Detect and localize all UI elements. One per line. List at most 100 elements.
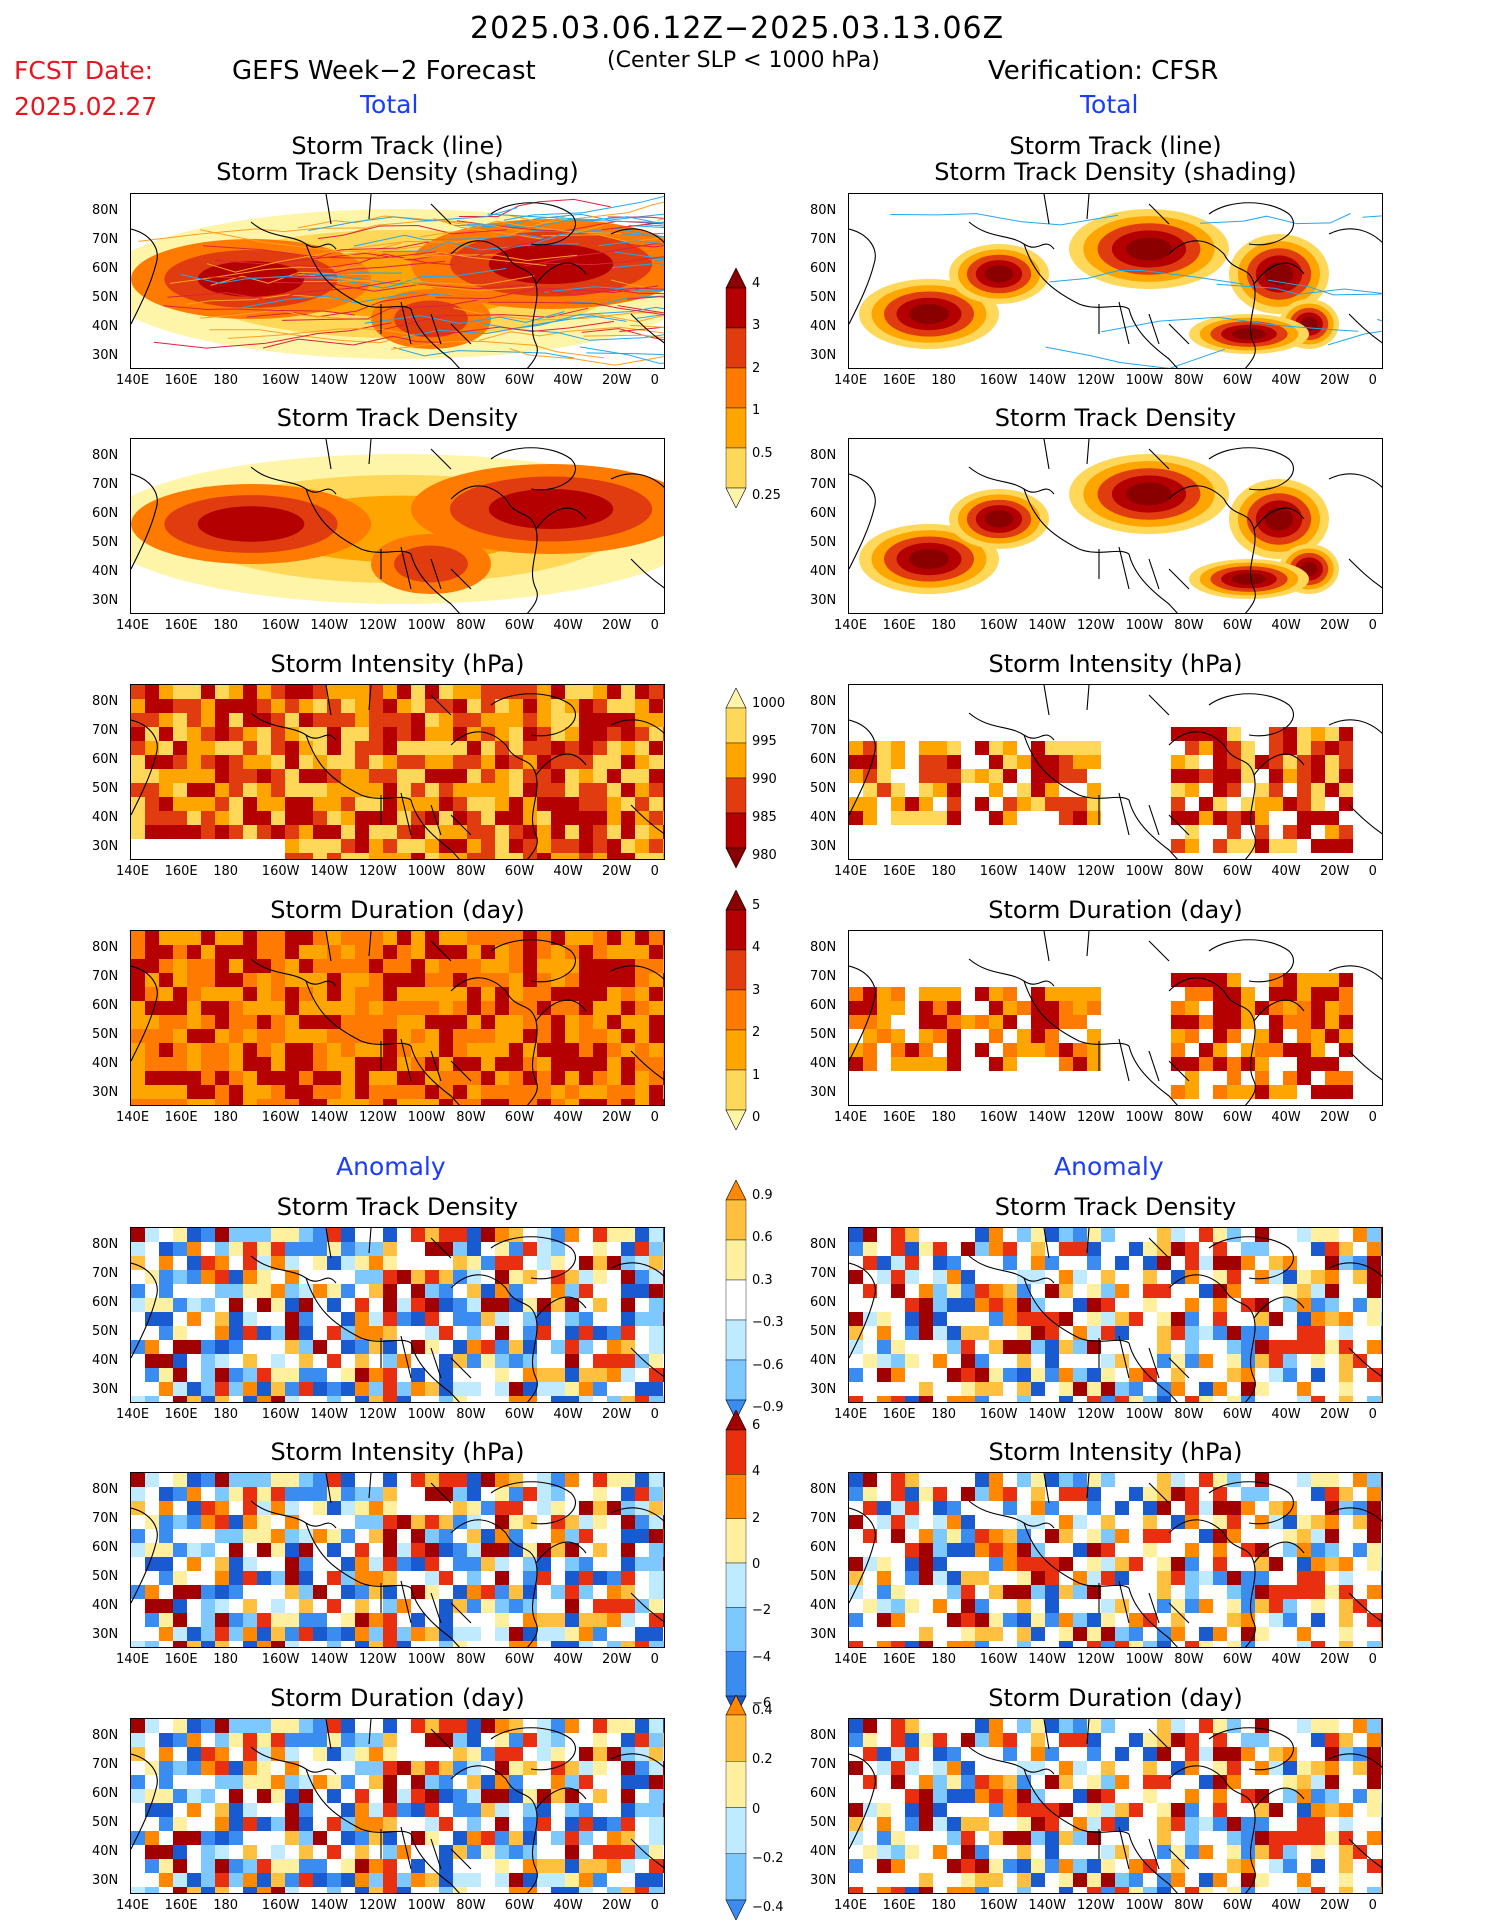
colorbar-density-anom [724, 1179, 748, 1424]
lat-tick-label: 60N [810, 261, 837, 276]
lon-tick-label: 120W [1077, 1407, 1115, 1422]
lon-tick-label: 80W [456, 1407, 486, 1422]
map-field [131, 931, 664, 1105]
colorbar-tick-label: 0.3 [752, 1272, 773, 1288]
colorbar-tick-label: −0.9 [752, 1400, 784, 1415]
lon-tick-label: 40W [1271, 1652, 1301, 1667]
lat-tick-label: 30N [92, 1085, 119, 1100]
colorbar-tick-label: 980 [752, 848, 777, 863]
panel-title-density: Storm Track Density [994, 404, 1237, 432]
colorbar-tick-label: 985 [752, 810, 777, 825]
lon-tick-label: 0 [650, 1407, 659, 1422]
lon-tick-label: 20W [602, 1898, 632, 1913]
colorbar-tick-label: 0.25 [752, 488, 781, 503]
lat-tick-label: 30N [810, 1085, 837, 1100]
lon-tick-label: 60W [1222, 1407, 1253, 1422]
lat-tick-label: 40N [92, 1598, 119, 1613]
lat-tick-label: 70N [810, 477, 837, 492]
lon-tick-label: 120W [1077, 618, 1115, 633]
lat-tick-label: 30N [92, 1627, 119, 1642]
lon-tick-label: 0 [1368, 1898, 1377, 1913]
panel-title-intensity: Storm Intensity (hPa) [988, 1438, 1243, 1466]
lat-tick-label: 80N [92, 448, 119, 463]
map-field [131, 685, 664, 859]
lon-tick-label: 20W [602, 618, 632, 633]
lon-tick-label: 160W [261, 1407, 300, 1422]
map-panel-intensity-verification [848, 684, 1383, 860]
colorbar-tick-label: −0.6 [752, 1357, 784, 1373]
lat-tick-label: 60N [92, 261, 119, 276]
lon-tick-label: 20W [1320, 373, 1350, 388]
lon-tick-label: 140E [116, 1110, 150, 1125]
panel-title-duration: Storm Duration (day) [988, 1684, 1243, 1712]
lon-tick-label: 140W [310, 618, 349, 633]
lon-tick-label: 160E [882, 864, 916, 879]
lat-tick-label: 80N [810, 1237, 837, 1252]
colorbar-tick-label: 1 [752, 1067, 761, 1083]
lat-tick-label: 40N [810, 1598, 837, 1613]
lat-tick-label: 50N [92, 1324, 119, 1339]
lon-tick-label: 20W [602, 1407, 632, 1422]
lon-tick-label: 20W [602, 1110, 632, 1125]
colorbar-tick-label: 990 [752, 772, 777, 787]
map-field [849, 931, 1382, 1105]
map-panel-density-forecast [130, 438, 665, 614]
colorbar-tick-label: −6 [752, 1696, 772, 1711]
lon-tick-label: 100W [1125, 864, 1164, 879]
map-panel-track-forecast [130, 193, 665, 369]
colorbar-tick-label: 995 [752, 734, 777, 749]
lon-tick-label: 80W [456, 864, 486, 879]
lon-tick-label: 40W [1271, 864, 1301, 879]
lon-tick-label: 80W [1174, 1407, 1204, 1422]
lon-tick-label: 0 [650, 1652, 659, 1667]
lon-tick-label: 180 [931, 1110, 957, 1125]
lon-tick-label: 80W [1174, 1110, 1204, 1125]
lon-tick-label: 140W [1028, 1652, 1067, 1667]
lon-tick-label: 20W [1320, 1110, 1350, 1125]
colorbar-tick-label: −4 [752, 1649, 772, 1665]
lon-tick-label: 140W [310, 864, 349, 879]
lon-tick-label: 140E [834, 1898, 868, 1913]
lon-tick-label: 100W [407, 1407, 446, 1422]
lon-tick-label: 180 [931, 618, 957, 633]
colorbar-intensity [724, 687, 748, 872]
lon-tick-label: 160W [261, 1110, 300, 1125]
colorbar-tick-label: 5 [752, 898, 761, 913]
lon-tick-label: 120W [359, 1652, 397, 1667]
lat-tick-label: 70N [92, 232, 119, 247]
lat-tick-label: 70N [92, 1757, 119, 1772]
total-label-right: Total [1080, 90, 1139, 119]
lon-tick-label: 140E [116, 373, 150, 388]
lat-tick-label: 40N [92, 319, 119, 334]
map-panel-ianom-forecast [130, 1472, 665, 1648]
lat-tick-label: 70N [810, 1511, 837, 1526]
lon-tick-label: 60W [1222, 618, 1253, 633]
lat-tick-label: 80N [92, 694, 119, 709]
lon-tick-label: 0 [650, 1898, 659, 1913]
lon-tick-label: 160E [882, 1652, 916, 1667]
lat-tick-label: 80N [92, 1728, 119, 1743]
lon-tick-label: 60W [504, 1110, 535, 1125]
colorbar-duration [724, 889, 748, 1134]
lon-tick-label: 140E [116, 618, 150, 633]
lat-tick-label: 40N [810, 1056, 837, 1071]
colorbar-tick-label: 0.5 [752, 445, 773, 461]
lon-tick-label: 140E [116, 1898, 150, 1913]
panel-title-density: Storm Track Density [276, 1193, 519, 1221]
lon-tick-label: 160E [882, 373, 916, 388]
lon-tick-label: 180 [213, 1652, 239, 1667]
lon-tick-label: 120W [1077, 373, 1115, 388]
lon-tick-label: 140W [1028, 1110, 1067, 1125]
panel-title-duration: Storm Duration (day) [988, 896, 1243, 924]
lat-tick-label: 30N [810, 1627, 837, 1642]
colorbar-tick-label: −2 [752, 1603, 772, 1619]
colorbar-tick-label: 2 [752, 360, 761, 376]
lat-tick-label: 50N [92, 781, 119, 796]
map-field [849, 1473, 1382, 1647]
lon-tick-label: 140E [834, 1110, 868, 1125]
lon-tick-label: 180 [213, 864, 239, 879]
lon-tick-label: 0 [1368, 618, 1377, 633]
lat-tick-label: 50N [810, 1569, 837, 1584]
lat-tick-label: 70N [810, 969, 837, 984]
lon-tick-label: 180 [213, 373, 239, 388]
